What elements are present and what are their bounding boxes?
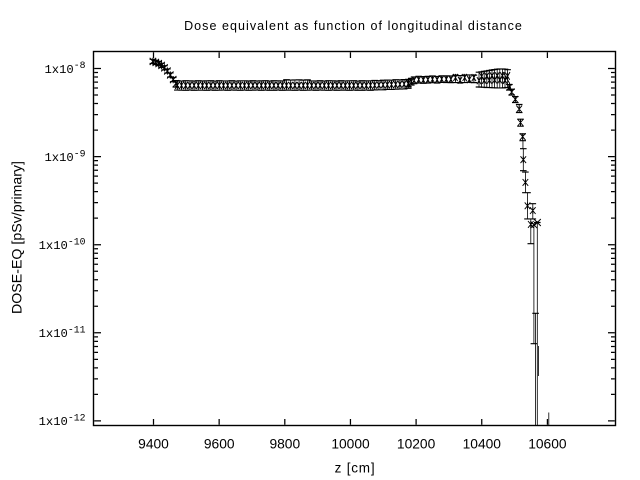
svg-text:DOSE-EQ [pSv/primary]: DOSE-EQ [pSv/primary] [10, 161, 26, 314]
svg-text:10000: 10000 [331, 437, 370, 452]
svg-text:9600: 9600 [204, 437, 235, 452]
svg-text:10600: 10600 [528, 437, 567, 452]
svg-text:9800: 9800 [269, 437, 300, 452]
svg-text:z [cm]: z [cm] [335, 461, 376, 476]
svg-text:10400: 10400 [463, 437, 502, 452]
svg-text:1x10-8: 1x10-8 [44, 60, 85, 77]
svg-text:1x10-12: 1x10-12 [39, 413, 86, 430]
svg-text:1x10-9: 1x10-9 [44, 148, 85, 165]
svg-text:9400: 9400 [138, 437, 169, 452]
svg-text:1x10-11: 1x10-11 [39, 325, 86, 342]
svg-text:1x10-10: 1x10-10 [39, 236, 86, 253]
svg-text:Dose equivalent as function of: Dose equivalent as function of longitudi… [184, 19, 523, 33]
svg-text:10200: 10200 [397, 437, 436, 452]
